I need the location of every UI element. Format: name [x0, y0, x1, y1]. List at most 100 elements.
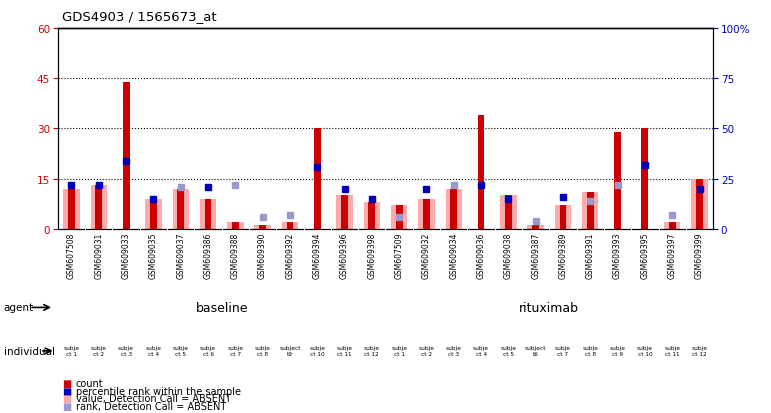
- Bar: [423, 199, 430, 229]
- Text: subje
ct 7: subje ct 7: [555, 346, 571, 356]
- Text: GSM609387: GSM609387: [531, 232, 540, 279]
- Text: subje
ct 2: subje ct 2: [91, 346, 107, 356]
- Bar: [696, 179, 703, 229]
- Text: GSM609397: GSM609397: [668, 232, 677, 279]
- Text: GDS4903 / 1565673_at: GDS4903 / 1565673_at: [62, 10, 217, 23]
- Text: subje
ct 1: subje ct 1: [63, 346, 79, 356]
- Text: subje
ct 4: subje ct 4: [146, 346, 161, 356]
- Text: GSM609032: GSM609032: [422, 232, 431, 279]
- Bar: [500, 196, 517, 229]
- Text: rituximab: rituximab: [520, 301, 579, 314]
- Text: subje
ct 12: subje ct 12: [364, 346, 380, 356]
- Text: subje
ct 3: subje ct 3: [446, 346, 462, 356]
- Text: GSM609389: GSM609389: [558, 232, 567, 279]
- Bar: [587, 192, 594, 229]
- Bar: [505, 196, 512, 229]
- Bar: [341, 196, 348, 229]
- Text: value, Detection Call = ABSENT: value, Detection Call = ABSENT: [76, 393, 231, 403]
- Text: subje
ct 3: subje ct 3: [118, 346, 134, 356]
- Text: GSM607509: GSM607509: [395, 232, 404, 279]
- Text: GSM609036: GSM609036: [476, 232, 486, 279]
- Text: GSM609038: GSM609038: [504, 232, 513, 279]
- Text: subje
ct 2: subje ct 2: [419, 346, 435, 356]
- Text: GSM609399: GSM609399: [695, 232, 704, 279]
- Text: GSM609388: GSM609388: [231, 232, 240, 278]
- Bar: [446, 189, 462, 229]
- Bar: [364, 202, 380, 229]
- Bar: [227, 223, 244, 229]
- Text: subje
ct 8: subje ct 8: [254, 346, 271, 356]
- Text: GSM609037: GSM609037: [177, 232, 185, 279]
- Text: ■: ■: [62, 393, 71, 403]
- Text: subje
ct 10: subje ct 10: [309, 346, 325, 356]
- Bar: [145, 199, 162, 229]
- Bar: [668, 223, 675, 229]
- Text: subje
ct 12: subje ct 12: [692, 346, 708, 356]
- Text: baseline: baseline: [195, 301, 248, 314]
- Bar: [68, 189, 75, 229]
- Text: GSM609394: GSM609394: [313, 232, 322, 279]
- Bar: [281, 223, 298, 229]
- Text: individual: individual: [4, 346, 55, 356]
- Bar: [314, 129, 321, 229]
- Text: count: count: [76, 378, 103, 388]
- Text: subje
ct 6: subje ct 6: [200, 346, 216, 356]
- Bar: [123, 82, 130, 229]
- Bar: [527, 226, 544, 229]
- Text: subject
t9: subject t9: [279, 346, 301, 356]
- Bar: [287, 223, 293, 229]
- Text: GSM609392: GSM609392: [285, 232, 295, 279]
- Bar: [204, 199, 211, 229]
- Text: subje
ct 4: subje ct 4: [473, 346, 489, 356]
- Text: percentile rank within the sample: percentile rank within the sample: [76, 386, 241, 396]
- Text: subject
t6: subject t6: [525, 346, 547, 356]
- Bar: [90, 186, 107, 229]
- Text: GSM609391: GSM609391: [586, 232, 594, 279]
- Bar: [396, 206, 402, 229]
- Bar: [63, 189, 79, 229]
- Bar: [254, 226, 271, 229]
- Text: GSM609395: GSM609395: [641, 232, 649, 279]
- Text: subje
ct 9: subje ct 9: [610, 346, 625, 356]
- Bar: [664, 223, 680, 229]
- Text: subje
ct 5: subje ct 5: [173, 346, 189, 356]
- Text: rank, Detection Call = ABSENT: rank, Detection Call = ABSENT: [76, 401, 226, 411]
- Text: ■: ■: [62, 378, 71, 388]
- Bar: [336, 196, 352, 229]
- Bar: [614, 133, 621, 229]
- Bar: [450, 189, 457, 229]
- Bar: [200, 199, 216, 229]
- Text: GSM607508: GSM607508: [67, 232, 76, 279]
- Bar: [418, 199, 435, 229]
- Bar: [532, 226, 539, 229]
- Text: subje
ct 10: subje ct 10: [637, 346, 653, 356]
- Text: GSM609031: GSM609031: [94, 232, 103, 279]
- Text: ■: ■: [62, 401, 71, 411]
- Text: agent: agent: [4, 303, 34, 313]
- Text: subje
ct 7: subje ct 7: [227, 346, 244, 356]
- Bar: [177, 189, 184, 229]
- Text: subje
ct 1: subje ct 1: [391, 346, 407, 356]
- Bar: [692, 179, 708, 229]
- Text: GSM609396: GSM609396: [340, 232, 349, 279]
- Bar: [582, 192, 598, 229]
- Bar: [232, 223, 239, 229]
- Bar: [369, 202, 375, 229]
- Text: ■: ■: [62, 386, 71, 396]
- Text: GSM609033: GSM609033: [122, 232, 130, 279]
- Bar: [259, 226, 266, 229]
- Text: GSM609034: GSM609034: [449, 232, 458, 279]
- Bar: [555, 206, 571, 229]
- Text: subje
ct 11: subje ct 11: [336, 346, 352, 356]
- Text: subje
ct 8: subje ct 8: [582, 346, 598, 356]
- Text: subje
ct 5: subje ct 5: [500, 346, 517, 356]
- Text: GSM609390: GSM609390: [258, 232, 267, 279]
- Text: GSM609386: GSM609386: [204, 232, 213, 279]
- Text: GSM609393: GSM609393: [613, 232, 622, 279]
- Text: GSM609398: GSM609398: [367, 232, 376, 279]
- Bar: [391, 206, 407, 229]
- Bar: [96, 186, 103, 229]
- Bar: [641, 129, 648, 229]
- Bar: [150, 199, 157, 229]
- Text: GSM609035: GSM609035: [149, 232, 158, 279]
